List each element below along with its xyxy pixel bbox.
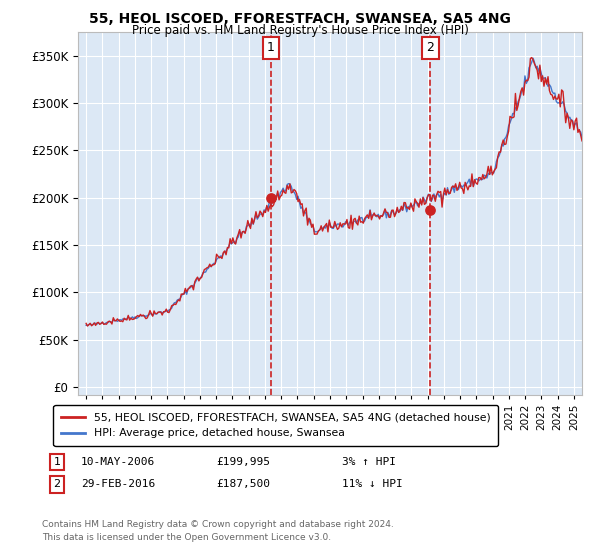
Point (266, 193, 275, 202)
Text: £199,995: £199,995 (216, 457, 270, 467)
Text: 11% ↓ HPI: 11% ↓ HPI (342, 479, 403, 489)
Point (425, 205, 435, 214)
Text: 10-MAY-2006: 10-MAY-2006 (81, 457, 155, 467)
Text: 3% ↑ HPI: 3% ↑ HPI (342, 457, 396, 467)
Text: 29-FEB-2016: 29-FEB-2016 (81, 479, 155, 489)
Text: 2: 2 (427, 41, 434, 54)
Legend: 55, HEOL ISCOED, FFORESTFACH, SWANSEA, SA5 4NG (detached house), HPI: Average pr: 55, HEOL ISCOED, FFORESTFACH, SWANSEA, S… (53, 405, 498, 446)
Text: This data is licensed under the Open Government Licence v3.0.: This data is licensed under the Open Gov… (42, 533, 331, 542)
Text: 1: 1 (53, 457, 61, 467)
Text: 2: 2 (53, 479, 61, 489)
Text: 55, HEOL ISCOED, FFORESTFACH, SWANSEA, SA5 4NG: 55, HEOL ISCOED, FFORESTFACH, SWANSEA, S… (89, 12, 511, 26)
Text: £187,500: £187,500 (216, 479, 270, 489)
Text: 1: 1 (267, 41, 275, 54)
Text: Price paid vs. HM Land Registry's House Price Index (HPI): Price paid vs. HM Land Registry's House … (131, 24, 469, 37)
Text: Contains HM Land Registry data © Crown copyright and database right 2024.: Contains HM Land Registry data © Crown c… (42, 520, 394, 529)
